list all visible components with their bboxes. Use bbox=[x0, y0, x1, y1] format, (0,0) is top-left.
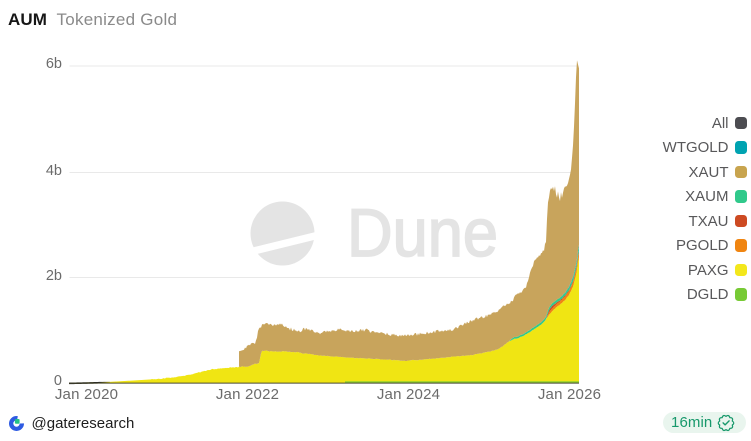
svg-text:Dune: Dune bbox=[347, 195, 498, 271]
